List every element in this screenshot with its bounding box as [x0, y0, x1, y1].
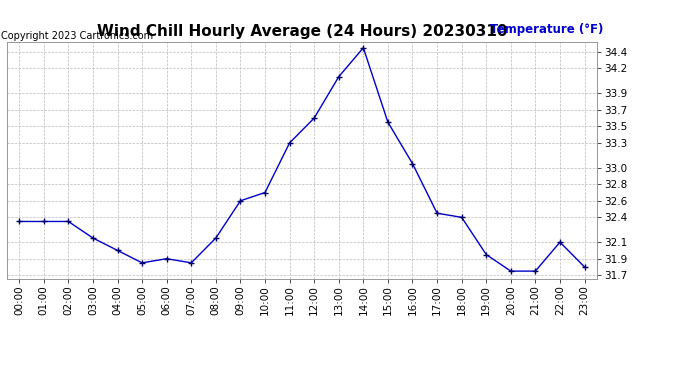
Text: Copyright 2023 Cartronics.com: Copyright 2023 Cartronics.com: [1, 31, 153, 41]
Title: Wind Chill Hourly Average (24 Hours) 20230310: Wind Chill Hourly Average (24 Hours) 202…: [97, 24, 507, 39]
Text: Temperature (°F): Temperature (°F): [490, 22, 603, 36]
